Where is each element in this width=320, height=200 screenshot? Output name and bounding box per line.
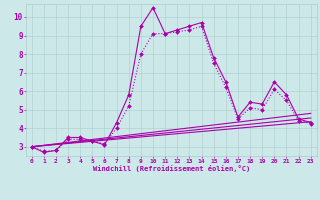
X-axis label: Windchill (Refroidissement éolien,°C): Windchill (Refroidissement éolien,°C): [92, 165, 250, 172]
